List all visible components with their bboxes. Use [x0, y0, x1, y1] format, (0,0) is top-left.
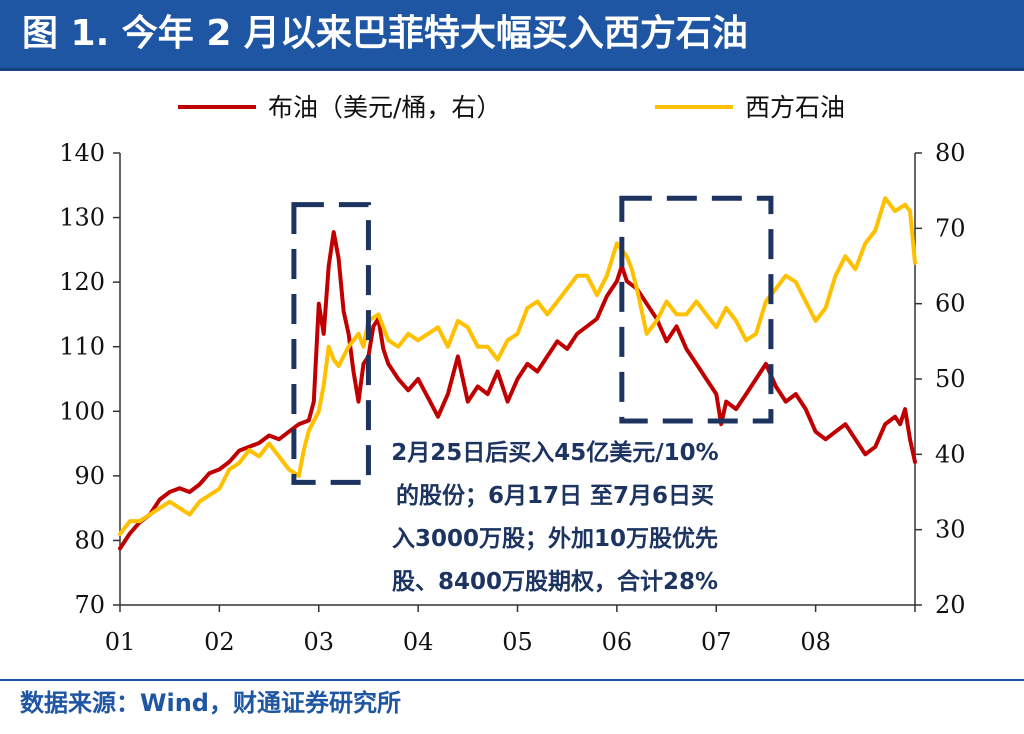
line-chart: 70 80 90 100 110 120 130 140 20 30 40 50 60 70 80 01 02 0…	[59, 93, 966, 656]
x-tick-label: 07	[701, 628, 732, 656]
x-tick-label: 02	[204, 628, 235, 656]
x-tick-label: 01	[105, 628, 136, 656]
footer-divider	[0, 679, 1024, 681]
annotation-line-2: 的股份；6月17日 至7月6日买	[396, 482, 714, 509]
x-tick-label: 05	[502, 628, 533, 656]
left-y-tick-label: 80	[74, 526, 105, 554]
left-y-tick-label: 70	[74, 591, 105, 619]
x-tick-label: 08	[800, 628, 831, 656]
left-y-tick-label: 120	[59, 268, 105, 296]
title-bar: 图 1. 今年 2 月以来巴菲特大幅买入西方石油	[0, 0, 1024, 68]
right-y-tick-label: 60	[935, 290, 966, 318]
right-y-tick-label: 30	[935, 516, 966, 544]
highlight-box-1	[291, 202, 371, 485]
left-y-tick-label: 100	[59, 397, 105, 425]
right-y-tick-label: 80	[935, 139, 966, 167]
left-y-tick-label: 140	[59, 139, 105, 167]
source-note: 数据来源：Wind，财通证券研究所	[20, 689, 401, 717]
title-divider	[0, 68, 1024, 71]
right-y-tick-label: 50	[935, 365, 966, 393]
brent-oil-line	[118, 230, 917, 551]
annotation-box	[372, 432, 808, 602]
right-y-tick-label: 40	[935, 440, 966, 468]
right-y-tick-label: 70	[935, 214, 966, 242]
left-y-tick-label: 130	[59, 204, 105, 232]
x-tick-label: 06	[602, 628, 633, 656]
left-y-tick-label: 110	[59, 333, 105, 361]
legend-label-1: 布油（美元/桶，右）	[268, 93, 501, 122]
annotation-line-3: 入3000万股；外加10万股优先	[392, 525, 718, 552]
annotation-line-4: 股、8400万股期权，合计28%	[392, 568, 718, 595]
left-y-tick-label: 90	[74, 462, 105, 490]
x-tick-label: 04	[403, 628, 434, 656]
page-title: 图 1. 今年 2 月以来巴菲特大幅买入西方石油	[22, 13, 748, 54]
x-tick-label: 03	[303, 628, 334, 656]
highlight-box-2	[619, 195, 774, 424]
annotation-line-1: 2月25日后买入45亿美元/10%	[391, 439, 718, 466]
occidental-line	[118, 196, 917, 536]
right-y-tick-label: 20	[935, 591, 966, 619]
legend-label-2: 西方石油	[745, 93, 845, 122]
